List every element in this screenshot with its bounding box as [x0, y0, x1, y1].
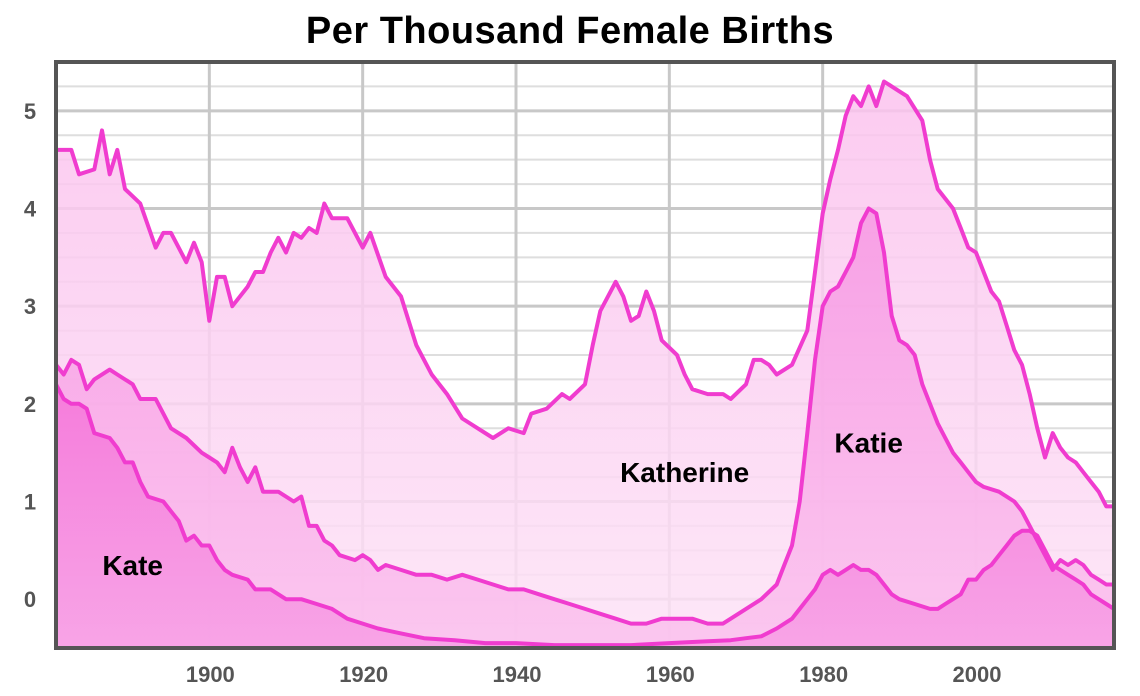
x-tick-label: 1980 — [799, 662, 848, 687]
y-tick-label: 2 — [24, 392, 36, 417]
series-label-katie: Katie — [834, 428, 902, 459]
series-label-kate: Kate — [102, 550, 163, 581]
series-area-kate — [56, 384, 1114, 648]
series-label-katherine: Katherine — [620, 457, 749, 488]
series-labels: Katherine Katie Kate — [102, 428, 903, 581]
series-line-katherine — [56, 79, 1114, 509]
chart-title: Per Thousand Female Births — [305, 10, 835, 52]
plot-frame — [54, 60, 1116, 650]
series-line-kate — [56, 382, 1114, 648]
y-tick-label: 5 — [24, 99, 36, 124]
axis-ticks: 0 1 2 3 4 5 1900 1920 1940 1960 1980 2000 — [24, 99, 1002, 687]
series-lines — [56, 79, 1114, 648]
series-line-katie — [56, 206, 1114, 626]
x-tick-label: 1960 — [646, 662, 695, 687]
x-tick-label: 1920 — [339, 662, 388, 687]
x-tick-label: 2000 — [953, 662, 1002, 687]
x-tick-label: 1940 — [493, 662, 542, 687]
y-tick-label: 4 — [24, 197, 37, 222]
y-tick-label: 1 — [24, 490, 36, 515]
series-areas — [56, 81, 1114, 648]
y-tick-label: 3 — [24, 294, 36, 319]
series-area-katie — [56, 208, 1114, 648]
x-tick-label: 1900 — [186, 662, 235, 687]
y-tick-label: 0 — [24, 587, 36, 612]
